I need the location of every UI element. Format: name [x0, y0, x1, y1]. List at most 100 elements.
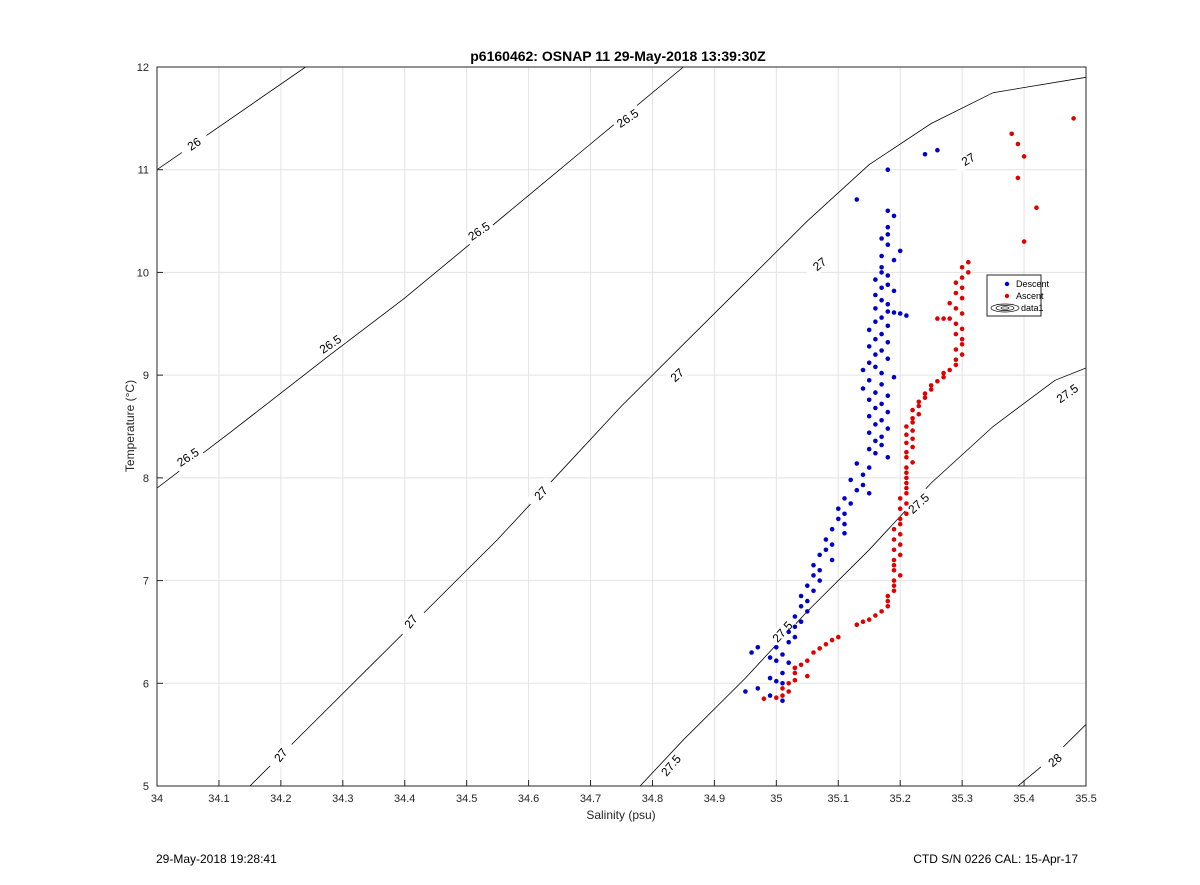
descent-point [891, 310, 897, 315]
descent-point [879, 418, 884, 423]
descent-point [873, 292, 878, 298]
descent-point [836, 506, 841, 512]
descent-point [879, 382, 884, 387]
descent-point [885, 167, 891, 172]
descent-point [885, 323, 891, 329]
ascent-point [786, 689, 791, 694]
descent-point [885, 455, 891, 460]
descent-point [792, 624, 798, 630]
descent-point [879, 285, 884, 291]
grid [156, 66, 1087, 787]
ascent-point [1015, 141, 1021, 147]
descent-point [885, 356, 891, 362]
descent-point [866, 413, 872, 419]
x-tick-label: 35.5 [1075, 793, 1096, 805]
ascent-point [860, 619, 866, 624]
descent-point [873, 306, 878, 311]
contour-line-26-5 [157, 67, 684, 489]
footer-timestamp: 29-May-2018 19:28:41 [156, 852, 277, 866]
descent-point [767, 655, 773, 660]
contour-label-bg [266, 739, 296, 772]
ascent-point [916, 403, 922, 409]
descent-point [854, 487, 860, 493]
descent-point [885, 232, 891, 237]
contour-label-bg [1039, 745, 1072, 776]
ascent-point [891, 526, 897, 532]
ascent-point [805, 658, 810, 663]
descent-point [873, 364, 878, 370]
x-tick-label: 34.9 [704, 793, 725, 805]
y-tick-label: 6 [143, 678, 149, 690]
ascent-point [953, 331, 959, 337]
ascent-point [910, 436, 915, 442]
ascent-point [904, 432, 909, 438]
ascent-point [904, 501, 909, 506]
descent-point [879, 348, 884, 353]
descent-point [879, 401, 884, 407]
contour-label-bg [767, 616, 798, 648]
descent-point [817, 578, 822, 583]
ascent-point [897, 573, 903, 578]
ascent-point [891, 537, 897, 542]
descent-point [885, 273, 891, 278]
descent-point [873, 422, 878, 427]
ascent-point [891, 562, 897, 568]
ascent-point [910, 444, 915, 450]
contour-label-bg [462, 217, 496, 246]
contour-label-bg [177, 129, 211, 159]
ascent-point [928, 383, 934, 388]
ascent-point [910, 416, 915, 421]
contour-label-bg [525, 477, 557, 510]
descent-point [786, 660, 791, 665]
y-tick-label: 11 [138, 165, 149, 177]
ascent-point [959, 336, 965, 342]
ascent-point [1009, 131, 1014, 137]
descent-point [848, 477, 853, 483]
descent-point [817, 552, 822, 558]
descent-point [774, 645, 779, 650]
descent-point [749, 650, 754, 655]
descent-point [786, 639, 791, 645]
descent-point [798, 619, 804, 624]
ascent-point [897, 506, 903, 512]
ascent-point [910, 407, 915, 413]
ascent-point [891, 568, 897, 573]
ascent-point [904, 424, 909, 429]
ascent-point [897, 542, 903, 547]
x-tick-label: 35.1 [828, 793, 849, 805]
descent-point [792, 634, 798, 640]
x-tick-label: 34.3 [332, 793, 353, 805]
descent-point [836, 516, 841, 522]
ascent-point [941, 316, 946, 321]
descent-point [873, 352, 878, 357]
y-tick-label: 9 [143, 370, 149, 382]
contour-label-bg [951, 145, 985, 174]
descent-point [879, 253, 884, 259]
descent-point [817, 568, 822, 573]
descent-point [755, 645, 761, 650]
ascent-point [897, 516, 903, 522]
ascent-point [910, 428, 915, 433]
y-tick-label: 8 [143, 473, 149, 485]
descent-point [885, 282, 891, 288]
contour-label-bg [902, 488, 935, 519]
ascent-point [959, 275, 965, 280]
ascent-point [910, 460, 915, 465]
ascent-point [922, 391, 928, 396]
ascent-point [916, 411, 922, 417]
descent-point [885, 309, 891, 314]
ascent-point [959, 352, 965, 357]
descent-point [879, 434, 884, 440]
ascent-point [1021, 239, 1027, 244]
contour-label-bg [314, 330, 347, 359]
ascent-point [916, 399, 922, 405]
x-tick-label: 35.4 [1013, 793, 1034, 805]
ascent-point [823, 642, 829, 647]
ascent-point [953, 362, 959, 368]
legend[interactable]: Descent Ascent data1 [986, 274, 1050, 317]
ascent-point [966, 259, 971, 265]
x-tick-label: 34.4 [394, 793, 415, 805]
descent-point [811, 573, 816, 578]
ascent-point [941, 370, 946, 376]
descent-point [780, 652, 785, 657]
